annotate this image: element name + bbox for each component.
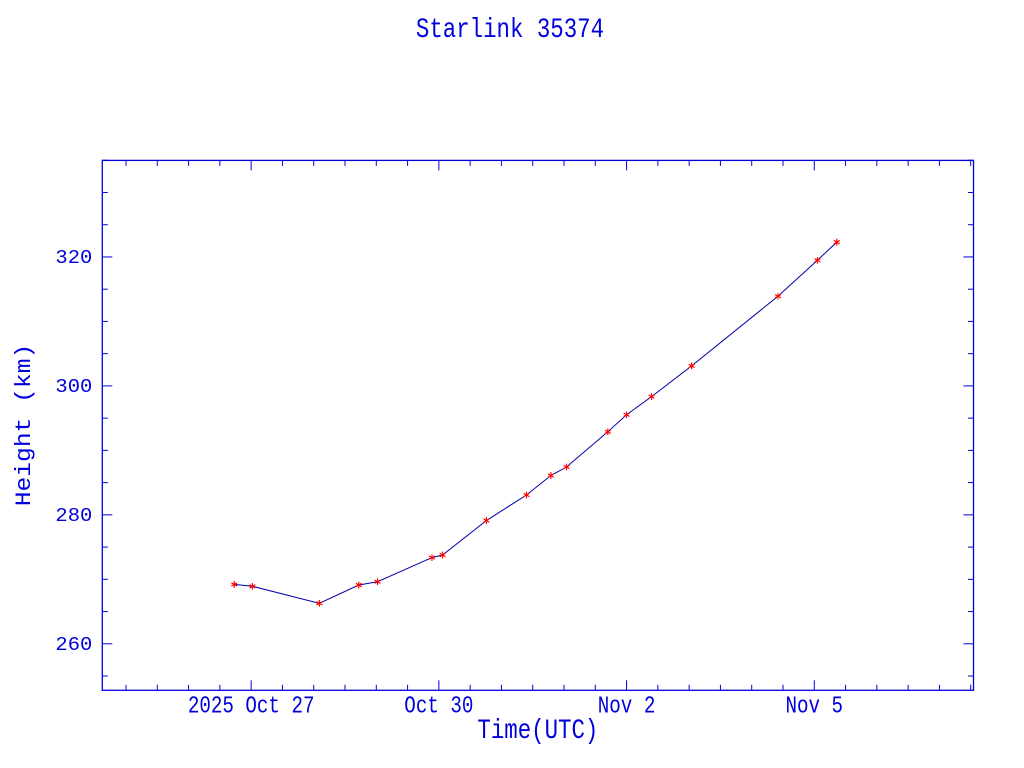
- svg-text:300: 300: [55, 376, 92, 399]
- svg-text:Height (km): Height (km): [13, 344, 37, 507]
- svg-text:320: 320: [55, 247, 92, 270]
- svg-text:260: 260: [55, 634, 92, 657]
- svg-text:Nov 5: Nov 5: [785, 692, 843, 720]
- svg-text:Starlink 35374: Starlink 35374: [416, 14, 604, 46]
- svg-text:280: 280: [55, 505, 92, 528]
- svg-text:2025 Oct 27: 2025 Oct 27: [188, 692, 315, 720]
- svg-text:Time(UTC): Time(UTC): [477, 715, 598, 747]
- svg-text:Oct 30: Oct 30: [404, 692, 473, 720]
- svg-text:Nov 2: Nov 2: [598, 692, 656, 720]
